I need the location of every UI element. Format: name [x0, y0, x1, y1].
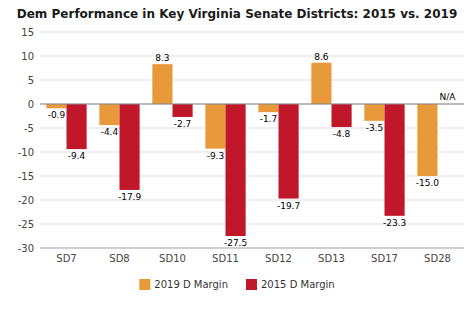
grid-line: [40, 32, 464, 33]
y-tick-label: -20: [18, 195, 34, 206]
data-label: -27.5: [224, 238, 247, 248]
legend-item: 2019 D Margin: [139, 279, 228, 290]
bar: [99, 104, 119, 125]
data-label: -19.7: [277, 201, 300, 211]
data-labels: -0.9 -4.4 8.3 -9.3 -1.7 8.6 -3.5 -15.0 -9.4 -17.9…: [48, 52, 457, 248]
x-tick-label: SD8: [109, 253, 129, 264]
zero-line: [40, 104, 464, 105]
y-tick-label: -10: [18, 147, 34, 158]
data-label: -17.9: [118, 192, 142, 202]
data-label: -2.7: [174, 119, 192, 129]
y-tick-label: 10: [21, 51, 34, 62]
bar: [120, 104, 140, 190]
bar: [279, 104, 299, 199]
bar: [205, 104, 225, 149]
x-tick-label: SD13: [318, 253, 345, 264]
data-label: N/A: [440, 92, 457, 102]
y-tick-label: 15: [21, 27, 34, 38]
x-tick-label: SD28: [424, 253, 451, 264]
y-tick-label: -25: [18, 219, 34, 230]
title: Dem Performance in Key Virginia Senate D…: [17, 7, 458, 21]
bars: [46, 63, 437, 236]
bar: [417, 104, 437, 176]
data-label: -4.4: [101, 127, 119, 137]
bar: [173, 104, 193, 117]
data-label: -15.0: [416, 178, 440, 188]
x-tick-label: SD11: [212, 253, 239, 264]
data-label: -3.5: [366, 123, 384, 133]
legend-label: 2019 D Margin: [154, 279, 228, 290]
data-label: -0.9: [48, 110, 66, 120]
bar: [258, 104, 278, 112]
bar: [67, 104, 87, 149]
legend-label: 2015 D Margin: [261, 279, 335, 290]
legend-swatch: [139, 279, 150, 290]
bar: [332, 104, 352, 127]
grid-line: [40, 248, 464, 249]
x-axis: [40, 248, 464, 249]
x-tick-label: SD17: [371, 253, 398, 264]
bar: [364, 104, 384, 121]
bar: [46, 104, 66, 108]
data-label: -9.4: [68, 151, 86, 161]
grid-line: [40, 56, 464, 57]
bar: [226, 104, 246, 236]
legend-item: 2015 D Margin: [246, 279, 335, 290]
bar: [385, 104, 405, 216]
x-tick-label: SD10: [159, 253, 186, 264]
legend-swatch: [246, 279, 257, 290]
grid-line: [40, 80, 464, 81]
y-tick-label: -30: [18, 243, 34, 254]
bar: [311, 63, 331, 104]
x-tick-label: SD7: [56, 253, 76, 264]
data-label: -9.3: [207, 151, 225, 161]
data-label: -4.8: [333, 129, 351, 139]
data-label: 8.3: [155, 53, 169, 63]
chart: Dem Performance in Key Virginia Senate D…: [0, 0, 474, 317]
x-tick-label: SD12: [265, 253, 292, 264]
data-label: 8.6: [314, 52, 329, 62]
bar: [152, 64, 172, 104]
data-label: -1.7: [260, 114, 278, 124]
grid-line: [40, 104, 464, 105]
y-tick-label: -15: [18, 171, 34, 182]
data-label: -23.3: [383, 218, 406, 228]
y-tick-label: 0: [28, 99, 34, 110]
y-tick-label: -5: [24, 123, 34, 134]
legend: 2019 D Margin 2015 D Margin: [139, 279, 334, 290]
grid: [40, 32, 464, 248]
y-tick-label: 5: [28, 75, 34, 86]
